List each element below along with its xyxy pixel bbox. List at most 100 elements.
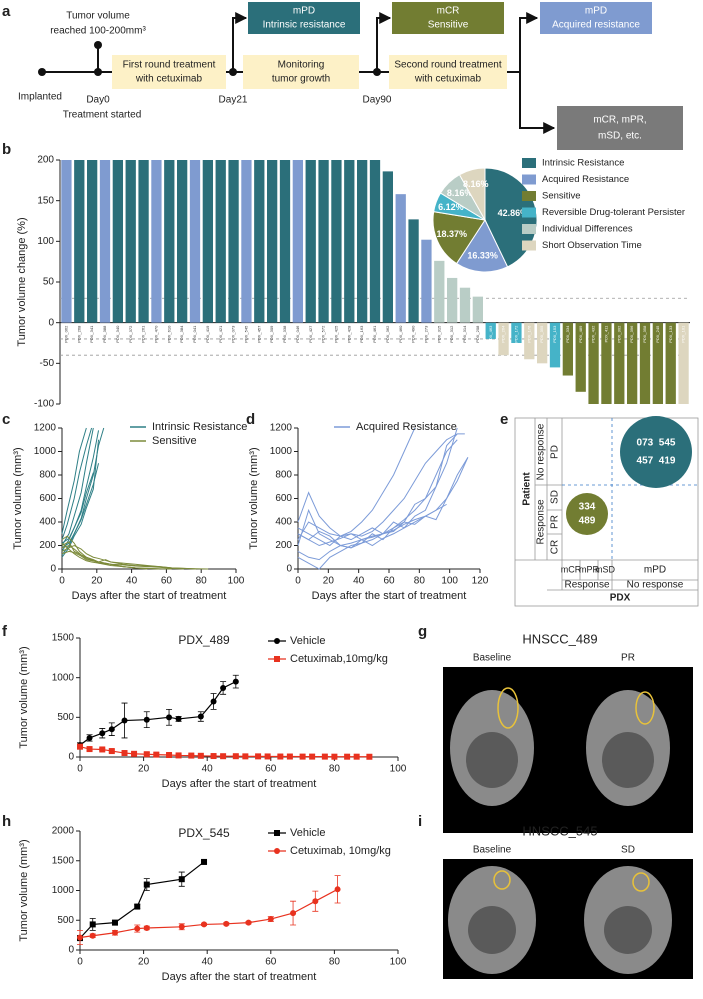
x-tick-label: PDX_261 [141,325,146,343]
chart-title: PDX_545 [178,826,230,840]
bar [678,322,689,404]
series-line [61,544,209,570]
lesion-outline [493,870,511,890]
y-tick-label: 800 [275,470,292,481]
bar [562,322,573,376]
y-axis-label: Tumor volume (mm³) [248,447,260,549]
marker [201,921,208,928]
x-tick-label: PDX_457 [256,325,261,343]
series-line [297,503,447,549]
legend-label: Intrinsic Resistance [152,421,247,433]
x-tick-label: PDX_172 [513,325,518,343]
response-matrix [514,417,699,607]
x-tick-label: PDX_470 [153,325,158,343]
x-tick-label: 40 [202,764,214,775]
outcome: mCR [437,6,460,17]
x-tick-label: PDX_490 [411,325,416,343]
marker [299,753,306,760]
bar [228,160,239,323]
x-tick-label: 40 [126,576,138,587]
bar [652,322,663,404]
x-tick-label: PDX_208 [475,325,480,343]
bar [395,194,406,323]
x-tick-label: PDX_273 [423,325,428,343]
x-tick-label: 0 [295,576,301,587]
x-tick-label: PDX_384 [179,325,184,343]
panel-label: a [2,3,11,20]
marker [143,881,150,888]
marker [220,753,227,760]
x-tick-label: PDX_163 [359,325,364,343]
legend-marker [274,638,280,644]
y-tick-label: 1200 [270,423,293,434]
series-line [297,427,458,541]
cluster [620,416,692,488]
panel-label: c [2,411,10,428]
series-line [297,433,458,547]
y-tick-label: 1000 [52,885,75,896]
y-tick-label: 1000 [52,672,75,683]
note: reached 100-200mm³ [50,26,146,37]
outcome: Sensitive [428,20,469,31]
marker [143,751,150,758]
legend-marker [274,830,280,836]
x-tick-label: PDX_358 [642,325,647,343]
cluster-label: 457 419 [637,456,676,467]
x-tick-label: PDX_388 [102,325,107,343]
divider [562,418,698,560]
y-tick-label: 400 [275,517,292,528]
y-tick-label: 200 [39,540,56,551]
y-tick-label: 0 [68,752,74,763]
marker [143,924,150,931]
legend-label: Short Observation Time [542,240,642,251]
marker [121,750,128,757]
x-tick-label: 80 [414,576,426,587]
image-caption: PR [621,653,635,664]
bar [485,322,496,339]
legend-swatch [522,191,536,201]
outcome-box [557,106,683,150]
marker [175,752,182,759]
pie-slice [455,218,509,273]
x-axis-label: Days after the start of treatment [162,778,317,790]
image-caption: Baseline [473,845,512,856]
x-tick-label: 120 [472,576,489,587]
bar [177,160,188,323]
x-tick-label: PDX_545 [243,325,248,343]
marker [334,886,341,893]
outcome: mPD [585,6,607,17]
y-axis-label: Tumor volume change (%) [16,217,28,346]
panel-label: d [246,411,255,428]
bar [627,322,638,404]
marker [255,753,262,760]
legend-label: Acquired Resistance [356,421,457,433]
slice-label: 8.16% [447,188,473,198]
bar [202,160,213,323]
x-tick-label: PDX_268 [76,325,81,343]
timepoint: Implanted [18,92,62,103]
bar [421,239,432,323]
series-line [61,542,184,570]
legend-swatch [522,240,536,251]
marker [86,746,93,753]
bar [588,322,599,404]
bar [318,160,329,323]
marker [267,916,274,923]
y-tick-label: 600 [39,493,56,504]
x-tick-label: PDX_302 [616,325,621,343]
y-tick-label: 200 [37,155,54,166]
axis-title: Patient [522,472,533,506]
phase: tumor growth [272,74,330,85]
lesion-outline [497,687,519,729]
bar [408,219,419,323]
bar [292,160,303,323]
legend-swatch [522,158,536,168]
x-tick-label: PDX_334 [565,325,570,343]
lesion-outline [635,691,655,725]
cluster [566,493,608,535]
ct-scan [466,732,518,788]
marker [331,753,338,760]
x-tick-label: PDX_341 [89,325,94,343]
marker [220,684,227,691]
bar [254,160,265,323]
